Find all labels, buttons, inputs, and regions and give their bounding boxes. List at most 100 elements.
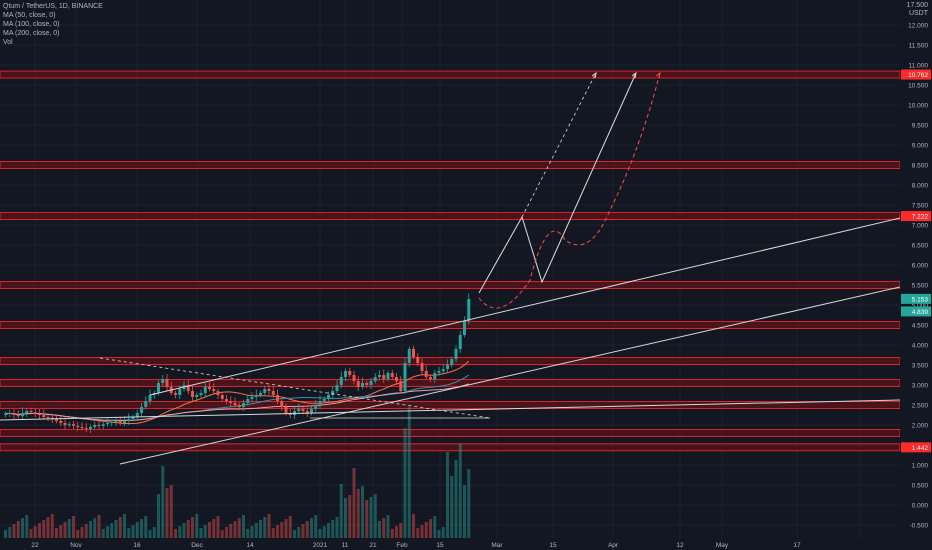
price-tick-label: 5.500 [912,283,929,290]
volume-bar [382,518,386,538]
volume-bar [186,520,190,538]
volume-bar [373,494,377,538]
volume-bar [407,407,411,538]
volume-bar [250,526,254,538]
candle [361,383,364,387]
candle [437,371,441,373]
chart-grid [0,0,900,538]
volume-bar [441,527,445,538]
volume-bar [327,523,330,538]
candle [344,371,347,377]
candle [118,421,122,423]
volume-bar [72,516,75,538]
currency-label: 17.500 USDT [907,2,928,18]
volume-bar [12,524,16,538]
candle [399,381,403,391]
candle [165,379,169,387]
indicator-ma100[interactable]: MA (100, close, 0) [3,21,60,28]
candle [161,379,165,383]
volume-bar [259,520,262,538]
volume-bar [356,489,360,538]
time-axis-bg [0,538,932,550]
volume-bar [254,523,258,538]
arrow-head-icon [631,71,637,79]
price-tick-label: 3.500 [912,363,929,370]
volume-bar [174,529,177,538]
volume-bar [335,517,339,538]
volume-bar [454,460,458,538]
candle [220,395,224,399]
candle [356,381,360,387]
resistance-zone [0,212,901,221]
volume-bar [416,528,420,538]
volume-bar [114,520,118,538]
volume-bar [395,526,398,538]
candle [407,349,411,363]
volume-bar [208,522,211,538]
volume-bar [458,444,462,538]
volume-bar [84,524,88,538]
candle [42,415,46,417]
volume-bar [161,466,165,538]
candle [225,399,228,401]
moving-averages [5,360,470,425]
volume-bar [199,528,203,538]
candle [63,423,67,425]
indicator-ma50[interactable]: MA (50, close, 0) [3,12,56,19]
candle [458,335,462,349]
time-tick-label: 21 [369,542,377,549]
volume-bar [276,525,279,538]
indicator-ma200[interactable]: MA (200, close, 0) [3,30,60,37]
price-tick-label: 4.000 [912,343,929,350]
volume-bar [420,525,424,538]
candle [212,389,216,391]
time-tick-label: Dec [191,542,203,549]
projection-path-dashed [521,72,597,218]
candle [441,369,445,371]
volume-bar [148,530,152,538]
price-axis[interactable]: 12.000 11.500 11.000 10.500 10.000 9.500 9.000… [900,0,932,538]
candle [467,299,471,321]
volume-bar [446,452,449,538]
volume-bar [429,519,432,538]
candle [318,401,322,405]
indicator-volume[interactable]: Vol [3,39,13,46]
candle [267,389,271,391]
candle [89,427,92,429]
volume-bar [195,514,199,538]
volume-bar [293,530,296,538]
volume-bar [80,527,84,538]
volume-bar [203,525,207,538]
candle [429,377,432,379]
volume-bar [89,521,92,538]
candle [33,412,37,414]
projection-path-main [478,72,637,294]
candle [369,381,373,385]
candle [390,373,394,377]
candle [365,383,369,385]
volume-bar [280,522,284,538]
candle [216,391,220,395]
volume-bar [123,514,126,538]
candle [29,411,33,413]
candle [454,349,458,359]
time-tick-label: 2021 [313,542,328,549]
resistance-zone [0,321,901,329]
volume-bar [157,494,160,538]
price-tag [901,211,931,222]
candle [148,395,152,401]
candle [386,373,390,379]
candle [305,411,309,413]
price-tick-label: 12.000 [908,23,928,30]
candle [21,413,24,417]
price-tick-label: 11.500 [909,43,929,50]
time-axis[interactable]: 22 Nov 16 Dec 14 2021 11 21 Feb 15 Mar 15 Apr 12 May 17 [0,538,932,550]
volume-bar [93,518,97,538]
symbol-title[interactable]: Qtum / TetherUS, 1D, BINANCE [3,3,103,10]
volume-bar [191,517,194,538]
price-tag-label: 7.222 [912,214,929,221]
volume-bar [46,517,50,538]
price-tick-label: 9.500 [912,123,929,130]
candle [106,423,109,425]
